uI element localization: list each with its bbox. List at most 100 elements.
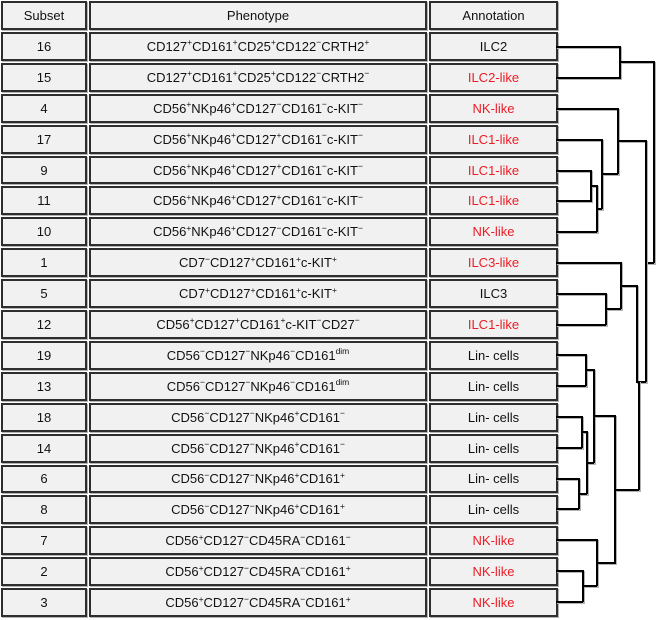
- dendrogram-horizontal-line: [582, 431, 587, 433]
- dendrogram-vertical-line: [638, 381, 640, 491]
- dendrogram-horizontal-line: [621, 285, 637, 287]
- phenotype-cell: CD127 + CD161 + CD25 + CD122− CRTH2 +: [89, 32, 427, 61]
- dendrogram-horizontal-line: [615, 489, 639, 491]
- dendrogram-horizontal-line: [602, 173, 618, 175]
- subset-cell: 1: [1, 248, 87, 278]
- dendrogram-vertical-line: [653, 61, 655, 264]
- phenotype-cell: CD56− CD127− NKp46 + CD161 +: [89, 495, 427, 525]
- phenotype-cell: CD7− CD127 + CD161 + c-KIT +: [89, 248, 427, 278]
- column-header-subset: Subset: [1, 1, 87, 30]
- annotation-cell: NK-like: [429, 526, 558, 556]
- phenotype-cell: CD7 + CD127 + CD161 + c-KIT +: [89, 279, 427, 309]
- annotation-cell: Lin- cells: [429, 495, 558, 525]
- phenotype-cell: CD56 + NKp46 + CD127 + CD161− c-KIT −: [89, 155, 427, 185]
- dendrogram-vertical-line: [601, 139, 603, 210]
- subset-cell: 5: [1, 279, 87, 309]
- dendrogram-horizontal-line: [597, 562, 615, 564]
- dendrogram-horizontal-line: [556, 570, 583, 572]
- dendrogram-horizontal-line: [618, 140, 646, 142]
- phenotype-cell: CD56− CD127− NKp46− CD161 dim: [89, 340, 427, 370]
- dendrogram-horizontal-line: [556, 447, 582, 449]
- subset-cell: 7: [1, 526, 87, 556]
- phenotype-cell: CD56 + NKp46 + CD127 + CD161− c-KIT −: [89, 124, 427, 154]
- dendrogram-horizontal-line: [556, 354, 586, 356]
- annotation-cell: ILC3: [429, 279, 558, 309]
- dendrogram-horizontal-line: [556, 231, 597, 233]
- dendrogram-vertical-line: [590, 170, 592, 202]
- phenotype-cell: CD127 + CD161 + CD25 + CD122− CRTH2−: [89, 62, 427, 92]
- subset-cell: 3: [1, 588, 87, 617]
- annotation-cell: ILC1-like: [429, 124, 558, 154]
- subset-cell: 14: [1, 433, 87, 463]
- dendrogram-vertical-line: [619, 46, 621, 79]
- dendrogram-horizontal-line: [556, 108, 618, 110]
- dendrogram-vertical-line: [593, 369, 595, 464]
- dendrogram-horizontal-line: [556, 139, 602, 141]
- column-header-annotation: Annotation: [429, 1, 558, 30]
- subset-cell: 11: [1, 186, 87, 216]
- dendrogram-horizontal-line: [556, 324, 606, 326]
- phenotype-cell: CD56 + CD127− CD45RA − CD161 +: [89, 557, 427, 587]
- dendrogram-vertical-line: [586, 431, 588, 495]
- dendrogram-horizontal-line: [556, 170, 591, 172]
- phenotype-cell: CD56− CD127− NKp46− CD161 dim: [89, 371, 427, 401]
- subset-cell: 8: [1, 495, 87, 525]
- subset-cell: 9: [1, 155, 87, 185]
- dendrogram-horizontal-line: [556, 262, 621, 264]
- subset-cell: 2: [1, 557, 87, 587]
- phenotype-cell: CD56− CD127− NKp46 + CD161−: [89, 402, 427, 432]
- annotation-cell: ILC2: [429, 32, 558, 61]
- subset-cell: 4: [1, 93, 87, 123]
- annotation-cell: NK-like: [429, 93, 558, 123]
- subset-cell: 10: [1, 217, 87, 247]
- annotation-cell: NK-like: [429, 217, 558, 247]
- subset-table: Subset Phenotype Annotation 16 CD127 + CD1…: [1, 1, 558, 617]
- phenotype-cell: CD56 + CD127 + CD161 + c-KIT − CD27−: [89, 310, 427, 339]
- dendrogram-horizontal-line: [556, 46, 620, 48]
- phenotype-cell: CD56 + NKp46 + CD127− CD161− c-KIT −: [89, 217, 427, 247]
- phenotype-cell: CD56− CD127− NKp46 + CD161 +: [89, 464, 427, 494]
- annotation-cell: ILC1-like: [429, 186, 558, 216]
- phenotype-cell: CD56 + CD127− CD45RA − CD161−: [89, 526, 427, 556]
- dendrogram-vertical-line: [614, 415, 616, 564]
- dendrogram-horizontal-line: [646, 262, 654, 264]
- subset-cell: 17: [1, 124, 87, 154]
- annotation-cell: Lin- cells: [429, 433, 558, 463]
- annotation-cell: NK-like: [429, 588, 558, 617]
- dendrogram-horizontal-line: [606, 308, 621, 310]
- dendrogram-vertical-line: [581, 416, 583, 449]
- dendrogram-horizontal-line: [556, 293, 606, 295]
- dendrogram-vertical-line: [636, 285, 638, 383]
- column-header-phenotype: Phenotype: [89, 1, 427, 30]
- annotation-cell: ILC1-like: [429, 155, 558, 185]
- dendrogram-vertical-line: [605, 293, 607, 326]
- dendrogram-horizontal-line: [579, 493, 587, 495]
- dendrogram-vertical-line: [578, 478, 580, 510]
- annotation-cell: Lin- cells: [429, 464, 558, 494]
- subset-cell: 18: [1, 402, 87, 432]
- dendrogram-vertical-line: [620, 262, 622, 310]
- annotation-cell: Lin- cells: [429, 340, 558, 370]
- dendrogram-horizontal-line: [587, 462, 594, 464]
- dendrogram-horizontal-line: [594, 415, 615, 417]
- dendrogram-horizontal-line: [637, 381, 646, 383]
- subset-cell: 13: [1, 371, 87, 401]
- dendrogram-horizontal-line: [583, 585, 597, 587]
- annotation-cell: ILC1-like: [429, 310, 558, 339]
- subset-cell: 16: [1, 32, 87, 61]
- dendrogram-horizontal-line: [556, 601, 583, 603]
- subset-cell: 19: [1, 340, 87, 370]
- dendrogram-horizontal-line: [591, 185, 597, 187]
- dendrogram-vertical-line: [645, 140, 647, 383]
- dendrogram-horizontal-line: [597, 208, 602, 210]
- dendrogram-vertical-line: [596, 185, 598, 233]
- annotation-cell: Lin- cells: [429, 402, 558, 432]
- subset-cell: 6: [1, 464, 87, 494]
- dendrogram-vertical-line: [582, 570, 584, 603]
- phenotype-cell: CD56− CD127− NKp46 + CD161−: [89, 433, 427, 463]
- dendrogram-horizontal-line: [556, 508, 579, 510]
- annotation-cell: ILC3-like: [429, 248, 558, 278]
- dendrogram-horizontal-line: [556, 200, 591, 202]
- dendrogram-horizontal-line: [620, 61, 654, 63]
